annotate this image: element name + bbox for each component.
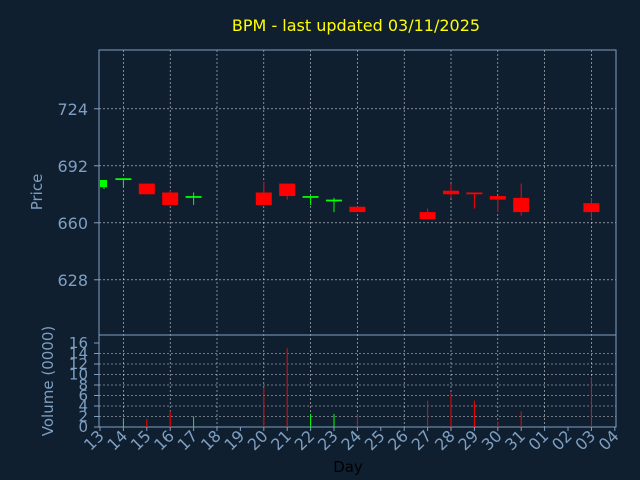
candle-body — [162, 192, 179, 205]
volume-tick-label: 6 — [78, 387, 88, 405]
volume-axis-label: Volume (0000) — [39, 326, 57, 436]
candles — [100, 178, 600, 220]
volume-tick-label: 12 — [69, 355, 88, 373]
price-tick-label: 628 — [57, 271, 88, 290]
candle-body — [302, 196, 319, 198]
volume-tick-label: 8 — [78, 376, 88, 394]
chart-title: BPM - last updated 03/11/2025 — [232, 16, 480, 35]
volume-tick-label: 16 — [69, 334, 88, 352]
volume-tick-label: 10 — [69, 366, 88, 384]
price-tick-label: 692 — [57, 157, 88, 176]
price-axis-label: Price — [28, 174, 46, 211]
grid-layer — [99, 50, 616, 427]
volume-tick-label: 14 — [69, 345, 88, 363]
x-tick-label: 04 — [595, 426, 623, 454]
candle-body — [349, 206, 366, 213]
volume-panel-frame — [98, 334, 617, 428]
candle-body — [513, 197, 530, 213]
candle-body — [326, 199, 342, 202]
x-axis-label: Day — [333, 458, 363, 476]
candle-body — [583, 203, 600, 213]
candle-body — [185, 196, 202, 198]
candle-body — [255, 192, 272, 205]
candle-body — [489, 196, 506, 200]
x-axis-ticks: 1314151617181920212223242526272829303101… — [80, 426, 623, 454]
candle-body — [115, 178, 132, 181]
volume-tick-label: 2 — [78, 408, 88, 426]
volume-bars — [122, 348, 592, 427]
price-axis-ticks: 628 660 692 724 — [57, 100, 99, 290]
candle-body — [138, 183, 155, 195]
volume-tick-label: 4 — [78, 397, 88, 415]
candle-body — [466, 192, 483, 195]
price-tick-label: 724 — [57, 100, 88, 119]
volume-tick-label: 0 — [78, 418, 88, 436]
candle-body — [443, 190, 459, 195]
candle-body — [100, 180, 107, 188]
price-tick-label: 660 — [57, 214, 88, 233]
candle-body — [419, 212, 436, 220]
candle-body — [279, 183, 296, 197]
